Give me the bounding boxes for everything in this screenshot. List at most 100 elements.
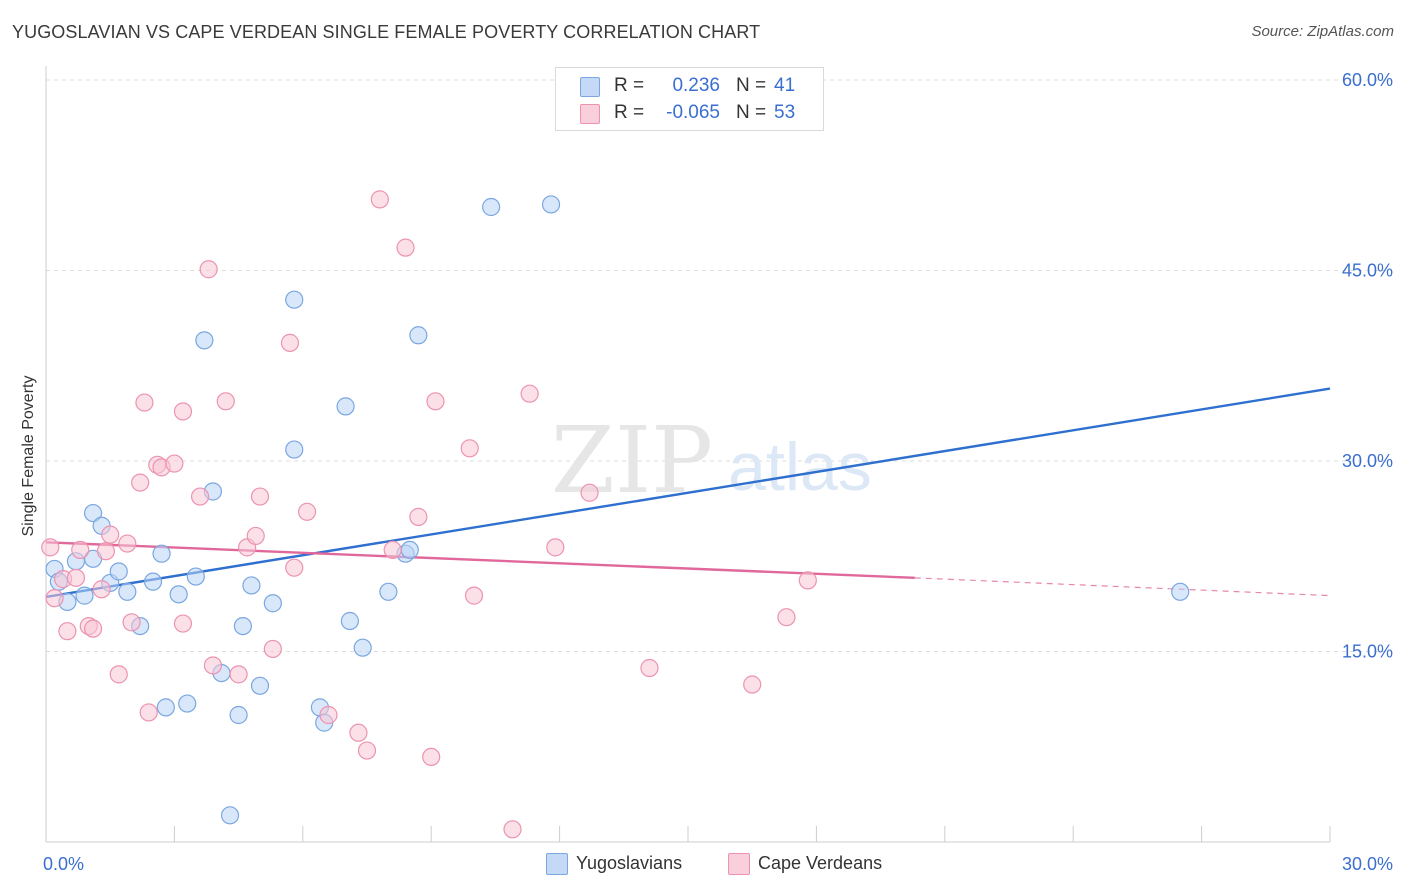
cape-verdean-point xyxy=(199,260,218,279)
bottom-legend-swatch-blue xyxy=(546,853,568,875)
y-tick-label: 15.0% xyxy=(1342,642,1393,662)
cape-verdean-point xyxy=(777,608,796,627)
yugoslavian-point xyxy=(340,611,359,631)
legend-r-label: R = xyxy=(614,75,645,96)
yugoslavian-point xyxy=(353,638,372,657)
yugoslavian-point xyxy=(400,540,419,560)
chart-title: YUGOSLAVIAN VS CAPE VERDEAN SINGLE FEMAL… xyxy=(12,22,761,42)
bottom-legend-label: Yugoslavians xyxy=(576,853,683,873)
x-tick-label: 30.0% xyxy=(1342,854,1393,874)
yugoslavian-point xyxy=(233,616,252,636)
bottom-legend-yugoslavians: Yugoslavians xyxy=(546,852,716,876)
cape-verdean-point xyxy=(216,392,235,411)
yugoslavian-point xyxy=(178,694,197,713)
x-tick-label: 0.0% xyxy=(43,854,84,874)
cape-verdean-point xyxy=(426,392,445,411)
cape-verdean-point xyxy=(139,703,158,722)
yugoslavian-point xyxy=(156,698,175,717)
grid-lines xyxy=(46,79,1392,652)
yugoslavian-point xyxy=(1171,582,1190,601)
yugoslavian-point xyxy=(379,582,398,601)
cape-verdean-point xyxy=(122,613,141,632)
cape-verdean-point xyxy=(173,614,193,633)
cape-verdean-point xyxy=(135,393,154,412)
cape-verdean-point xyxy=(92,580,111,599)
bottom-legend-swatch-pink xyxy=(728,853,750,875)
legend-n-label: N = xyxy=(736,102,767,123)
cape-verdean-point xyxy=(263,639,282,659)
yugoslavian-point xyxy=(285,290,304,309)
legend-r-label: R = xyxy=(614,102,645,123)
cape-verdean-point xyxy=(96,542,116,561)
legend-n-value: 53 xyxy=(774,102,796,123)
watermark-zip: ZIP xyxy=(551,407,713,514)
legend-r-value: 0.236 xyxy=(672,75,720,96)
cape-verdean-point xyxy=(83,619,103,638)
cape-verdean-point xyxy=(246,526,265,546)
legend-n-value: 41 xyxy=(774,75,796,96)
yugoslavian-point xyxy=(285,440,304,459)
cape-verdean-point xyxy=(349,723,368,742)
yugoslavian-point xyxy=(169,585,188,604)
yugoslavian-point xyxy=(195,331,214,350)
chart-source: Source: ZipAtlas.com xyxy=(1251,23,1394,40)
yugoslavian-point xyxy=(229,705,248,725)
cape-verdean-point xyxy=(118,534,137,553)
cape-verdean-point xyxy=(101,525,120,544)
yugoslavian-trend-line xyxy=(45,387,1331,599)
yugoslavian-point xyxy=(143,572,163,591)
correlation-legend: R = 0.236 N = 41 R = -0.065 N = 53 xyxy=(555,67,824,131)
cape-verdean-point xyxy=(165,454,184,473)
cape-verdean-point xyxy=(546,538,565,557)
yugoslavian-point xyxy=(109,562,128,581)
cape-verdean-point xyxy=(743,675,762,694)
data-points xyxy=(41,190,1190,839)
cape-verdean-trend-extension xyxy=(914,577,1331,597)
cape-verdean-point xyxy=(798,571,817,590)
y-axis-label: Single Female Poverty xyxy=(20,375,37,537)
axes xyxy=(45,66,1331,843)
yugoslavian-point xyxy=(220,806,240,825)
cape-verdean-point xyxy=(460,439,479,458)
legend-swatch-blue xyxy=(580,77,600,97)
y-tick-label: 45.0% xyxy=(1342,261,1393,281)
cape-verdean-point xyxy=(203,656,223,675)
cape-verdean-point xyxy=(190,487,210,506)
bottom-legend-label: Cape Verdeans xyxy=(758,853,883,873)
cape-verdean-point xyxy=(285,558,304,577)
cape-verdean-point xyxy=(58,622,77,641)
cape-verdean-point xyxy=(71,540,90,560)
yugoslavian-point xyxy=(242,576,261,595)
yugoslavian-point xyxy=(482,197,501,217)
cape-verdean-point xyxy=(280,333,300,352)
cape-verdean-point xyxy=(131,473,150,492)
yugoslavian-point xyxy=(250,676,270,695)
cape-verdean-point xyxy=(250,487,270,506)
yugoslavian-point xyxy=(541,195,561,214)
y-tick-label: 60.0% xyxy=(1342,70,1393,90)
cape-verdean-point xyxy=(109,665,128,684)
cape-verdean-point xyxy=(45,589,64,608)
yugoslavian-point xyxy=(118,582,137,601)
cape-verdean-point xyxy=(370,190,389,209)
yugoslavian-point xyxy=(409,326,428,345)
cape-verdean-point xyxy=(383,540,402,560)
legend-r-value: -0.065 xyxy=(666,102,720,123)
cape-verdean-point xyxy=(520,384,539,403)
cape-verdean-point xyxy=(229,665,248,684)
cape-verdean-point xyxy=(396,238,415,257)
y-tick-label: 30.0% xyxy=(1342,451,1393,471)
cape-verdean-point xyxy=(66,568,86,587)
cape-verdean-point xyxy=(173,402,193,421)
yugoslavian-point xyxy=(336,397,355,416)
yugoslavian-point xyxy=(152,544,171,563)
cape-verdean-point xyxy=(319,705,338,725)
legend-swatch-pink xyxy=(580,104,600,124)
cape-verdean-point xyxy=(297,502,317,521)
cape-verdean-point xyxy=(41,538,60,557)
cape-verdean-point xyxy=(422,747,441,767)
yugoslavian-point xyxy=(186,567,205,586)
cape-verdean-point xyxy=(409,507,428,526)
cape-verdean-point xyxy=(357,741,377,760)
